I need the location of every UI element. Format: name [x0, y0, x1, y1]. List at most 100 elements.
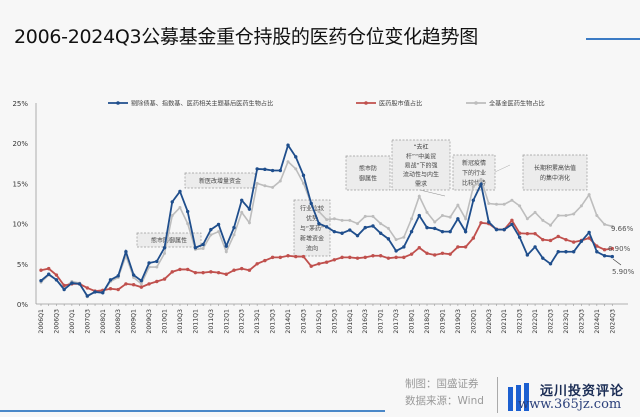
legend-marker — [116, 101, 120, 105]
data-point — [502, 202, 506, 206]
data-point — [494, 202, 498, 206]
data-point — [247, 221, 251, 225]
data-point — [541, 237, 545, 242]
data-point — [463, 245, 468, 249]
annotation-text: 比较优势 — [462, 179, 486, 187]
data-point — [510, 198, 514, 202]
x-tick-label: 2019Q1 — [439, 309, 446, 334]
data-point — [47, 272, 51, 276]
x-tick-label: 2012Q3 — [239, 309, 246, 334]
data-point — [541, 218, 545, 222]
annotation-text: 新增资金 — [300, 235, 324, 243]
data-point — [571, 250, 576, 254]
data-point — [255, 262, 259, 266]
y-tick-label: 10% — [12, 221, 28, 229]
data-point — [440, 229, 445, 234]
data-point — [378, 254, 383, 258]
data-point — [178, 189, 182, 194]
data-point — [417, 194, 421, 198]
data-point — [371, 254, 375, 258]
x-tick-label: 2011Q1 — [192, 309, 199, 334]
data-point — [263, 258, 267, 263]
data-point — [610, 254, 614, 259]
annotation-box — [452, 154, 496, 191]
y-tick-label: 25% — [12, 100, 28, 108]
data-point — [309, 264, 313, 268]
data-point — [425, 251, 429, 256]
data-point — [39, 278, 43, 283]
x-tick-label: 2022Q1 — [532, 309, 539, 334]
data-point — [85, 294, 90, 298]
data-point — [579, 239, 584, 243]
x-tick-label: 2007Q3 — [84, 309, 91, 334]
data-point — [162, 277, 167, 281]
y-tick-label: 0% — [17, 301, 28, 309]
data-point — [456, 245, 460, 249]
data-point — [193, 270, 198, 275]
data-point — [139, 285, 144, 289]
data-point — [487, 202, 491, 205]
watermark: www.365jz.com — [518, 397, 622, 412]
data-point — [286, 160, 290, 164]
x-tick-label: 2007Q1 — [69, 309, 76, 334]
x-tick-label: 2015Q3 — [331, 309, 338, 334]
data-point — [301, 173, 306, 178]
x-tick-label: 2008Q1 — [100, 309, 107, 334]
data-point — [587, 193, 591, 197]
x-tick-label: 2020Q1 — [470, 309, 477, 334]
footer-rule — [0, 410, 385, 412]
data-point — [247, 268, 252, 272]
data-point — [363, 255, 367, 260]
data-point — [440, 251, 445, 256]
x-tick-label: 2008Q3 — [115, 309, 122, 334]
data-point — [386, 226, 390, 230]
data-point — [47, 266, 51, 271]
data-point — [324, 260, 329, 264]
data-point — [548, 238, 553, 243]
data-point — [440, 214, 444, 218]
annotation-text: 的集中消化 — [540, 174, 570, 182]
data-point — [602, 248, 607, 252]
data-point — [108, 287, 113, 291]
data-point — [348, 228, 352, 232]
data-point — [240, 210, 244, 214]
data-point — [463, 229, 468, 234]
data-point — [371, 214, 375, 218]
data-point — [425, 225, 429, 230]
data-point — [379, 222, 383, 226]
data-point — [324, 225, 329, 229]
data-point — [147, 282, 151, 286]
x-tick-label: 2010Q3 — [177, 309, 184, 334]
data-point — [147, 261, 151, 265]
annotation-text: 流向 — [306, 245, 318, 253]
data-point — [533, 231, 537, 236]
data-point — [556, 234, 560, 239]
x-tick-label: 2013Q1 — [254, 309, 261, 334]
data-point — [232, 225, 236, 230]
data-point — [201, 270, 205, 275]
data-point — [294, 155, 298, 159]
data-point — [464, 217, 468, 221]
end-label-grey: 9.66% — [611, 225, 634, 233]
annotation-leader — [494, 164, 511, 173]
data-point — [409, 252, 414, 256]
data-point — [479, 182, 483, 186]
data-point — [356, 222, 360, 226]
data-point — [155, 265, 159, 269]
data-point — [402, 235, 406, 239]
data-point — [517, 235, 522, 239]
data-point — [186, 222, 190, 226]
data-point — [525, 231, 530, 236]
x-tick-label: 2016Q1 — [347, 309, 354, 334]
data-point — [564, 250, 568, 254]
data-point — [595, 250, 599, 254]
data-point — [301, 181, 305, 185]
data-point — [556, 250, 560, 254]
data-point — [286, 254, 290, 258]
data-point — [116, 274, 120, 278]
data-point — [116, 287, 120, 292]
data-point — [62, 283, 66, 288]
data-point — [124, 250, 128, 254]
data-point — [278, 168, 283, 173]
data-point — [433, 253, 437, 257]
